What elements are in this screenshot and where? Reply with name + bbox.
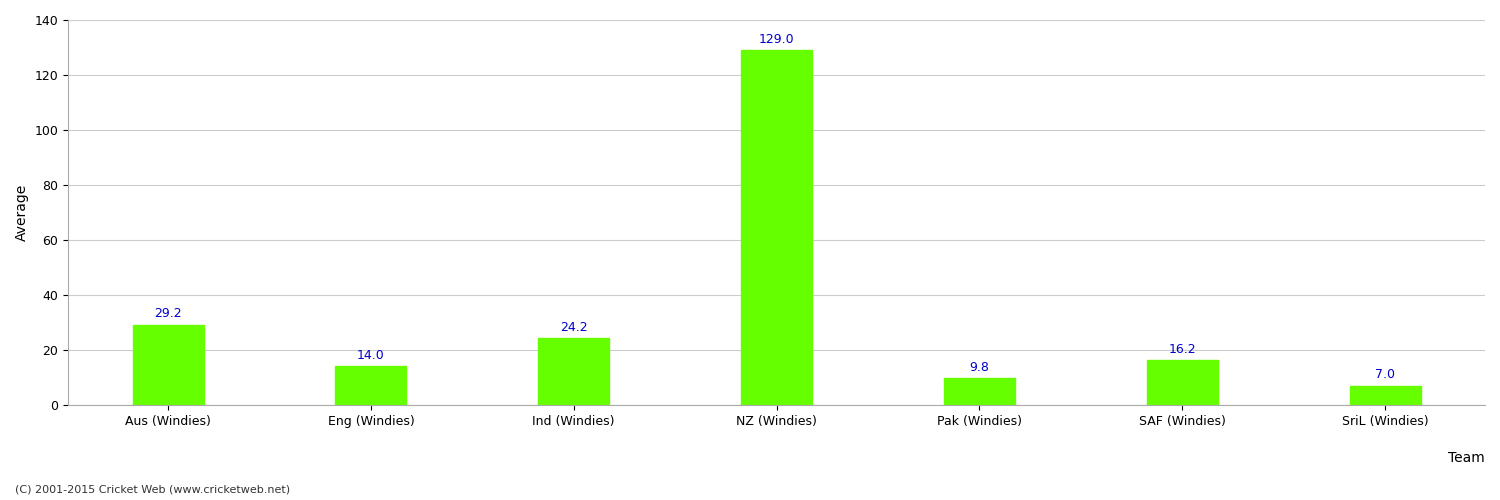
Text: 7.0: 7.0 (1376, 368, 1395, 382)
Y-axis label: Average: Average (15, 184, 28, 241)
Bar (944, 378, 1016, 405)
Text: 29.2: 29.2 (154, 308, 182, 320)
Bar (538, 338, 609, 405)
Text: 9.8: 9.8 (969, 360, 990, 374)
Bar (741, 50, 812, 405)
Text: 129.0: 129.0 (759, 33, 795, 46)
Bar (336, 366, 406, 405)
Bar (1350, 386, 1420, 405)
Bar (132, 324, 204, 405)
Text: Team: Team (1448, 451, 1485, 465)
Text: 24.2: 24.2 (560, 321, 588, 334)
Bar (1148, 360, 1218, 405)
Text: 14.0: 14.0 (357, 349, 386, 362)
Text: 16.2: 16.2 (1168, 343, 1196, 356)
Text: (C) 2001-2015 Cricket Web (www.cricketweb.net): (C) 2001-2015 Cricket Web (www.cricketwe… (15, 485, 290, 495)
